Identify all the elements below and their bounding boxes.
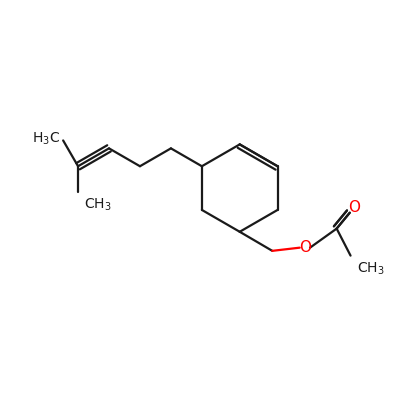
Text: H$_3$C: H$_3$C: [32, 131, 60, 147]
Text: CH$_3$: CH$_3$: [84, 197, 112, 213]
Text: CH$_3$: CH$_3$: [356, 260, 384, 277]
Text: O: O: [348, 200, 360, 216]
Text: O: O: [299, 240, 311, 255]
